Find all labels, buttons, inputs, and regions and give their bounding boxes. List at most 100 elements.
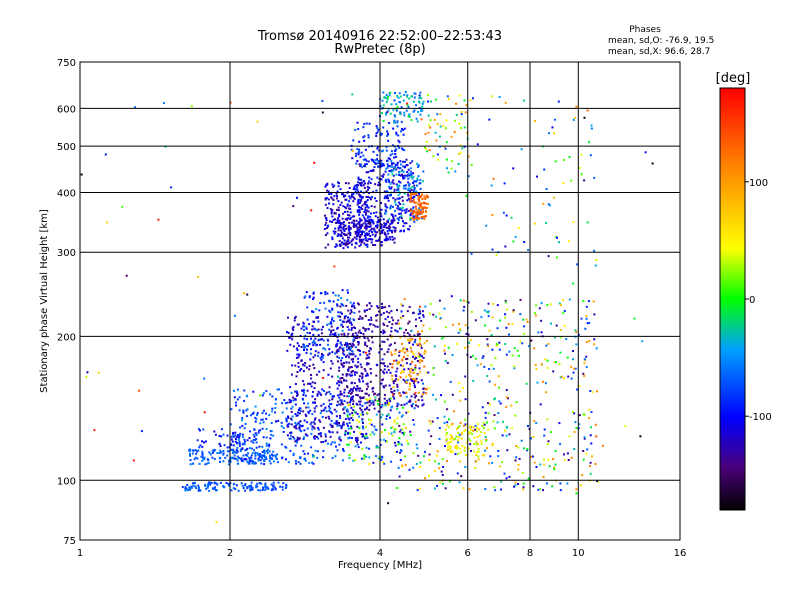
data-point: [379, 244, 382, 247]
data-point: [348, 395, 350, 398]
data-point: [365, 351, 368, 354]
data-point: [289, 386, 292, 389]
data-point: [438, 438, 441, 440]
data-point: [360, 182, 363, 185]
data-point: [285, 417, 288, 420]
data-point: [398, 219, 400, 222]
data-point: [368, 456, 371, 459]
data-point: [370, 316, 373, 319]
data-point: [347, 431, 350, 434]
data-point: [590, 442, 593, 445]
data-point: [326, 292, 329, 295]
data-point: [303, 364, 306, 367]
data-point: [359, 403, 362, 406]
data-point: [290, 431, 293, 434]
data-point: [267, 488, 270, 491]
data-point: [353, 336, 356, 339]
data-point: [355, 223, 358, 226]
data-point: [387, 197, 389, 200]
data-point: [297, 365, 300, 368]
data-point: [427, 124, 430, 127]
data-point: [445, 127, 447, 130]
data-point: [357, 233, 360, 235]
data-point: [558, 302, 561, 305]
data-point: [361, 197, 364, 199]
data-point: [346, 415, 349, 418]
data-point: [342, 350, 345, 352]
data-point: [259, 459, 262, 462]
data-point: [373, 425, 376, 428]
data-point: [340, 231, 343, 234]
data-point: [242, 487, 245, 490]
data-point: [422, 211, 425, 214]
data-point: [319, 412, 322, 415]
data-point: [388, 185, 391, 188]
data-point: [296, 392, 299, 395]
data-point: [372, 222, 375, 225]
data-point: [449, 437, 452, 440]
data-point: [347, 291, 349, 294]
data-point: [400, 443, 403, 446]
data-point: [337, 229, 340, 232]
data-point: [368, 225, 371, 228]
data-point: [313, 410, 316, 413]
data-point: [380, 362, 383, 365]
data-point: [257, 429, 260, 432]
data-point: [404, 187, 407, 190]
data-point: [360, 223, 363, 226]
data-point: [386, 111, 389, 114]
data-point: [480, 442, 483, 445]
stats-header: Phases: [629, 25, 661, 35]
data-point: [368, 404, 371, 407]
data-point: [337, 350, 340, 353]
data-point: [303, 391, 305, 394]
data-point: [415, 201, 418, 204]
data-point: [466, 132, 469, 134]
data-point: [203, 411, 206, 414]
data-point: [336, 449, 339, 452]
data-point: [419, 110, 422, 113]
data-point: [364, 236, 367, 239]
data-point: [380, 202, 382, 204]
data-point: [242, 454, 245, 457]
data-point: [336, 422, 339, 425]
data-point: [426, 203, 429, 205]
data-point: [470, 164, 473, 166]
data-point: [295, 356, 298, 359]
data-point: [388, 321, 391, 323]
data-point: [585, 315, 588, 318]
data-point: [386, 190, 389, 193]
data-point: [257, 457, 260, 460]
data-point: [295, 390, 298, 393]
data-point: [317, 427, 320, 429]
data-point: [281, 456, 284, 459]
data-point: [457, 432, 460, 434]
data-point: [418, 97, 421, 100]
data-point: [342, 450, 345, 452]
data-point: [232, 483, 235, 486]
data-point: [292, 436, 295, 438]
data-point: [589, 472, 592, 475]
data-point: [214, 433, 217, 436]
data-point: [421, 330, 424, 332]
data-point: [485, 224, 488, 227]
data-point: [234, 431, 237, 434]
data-point: [314, 328, 317, 331]
data-point: [400, 327, 403, 330]
data-point: [354, 230, 357, 233]
data-point: [238, 457, 240, 459]
data-point: [514, 235, 517, 238]
data-point: [397, 134, 400, 137]
data-point: [246, 460, 249, 463]
data-point: [505, 426, 508, 428]
data-point: [545, 482, 548, 485]
data-point: [324, 406, 327, 409]
data-point: [386, 440, 388, 443]
data-point: [241, 419, 243, 422]
data-point: [434, 98, 437, 101]
data-point: [418, 308, 421, 311]
data-point: [396, 125, 399, 128]
data-point: [356, 121, 359, 124]
data-point: [298, 344, 300, 347]
data-point: [213, 457, 216, 460]
